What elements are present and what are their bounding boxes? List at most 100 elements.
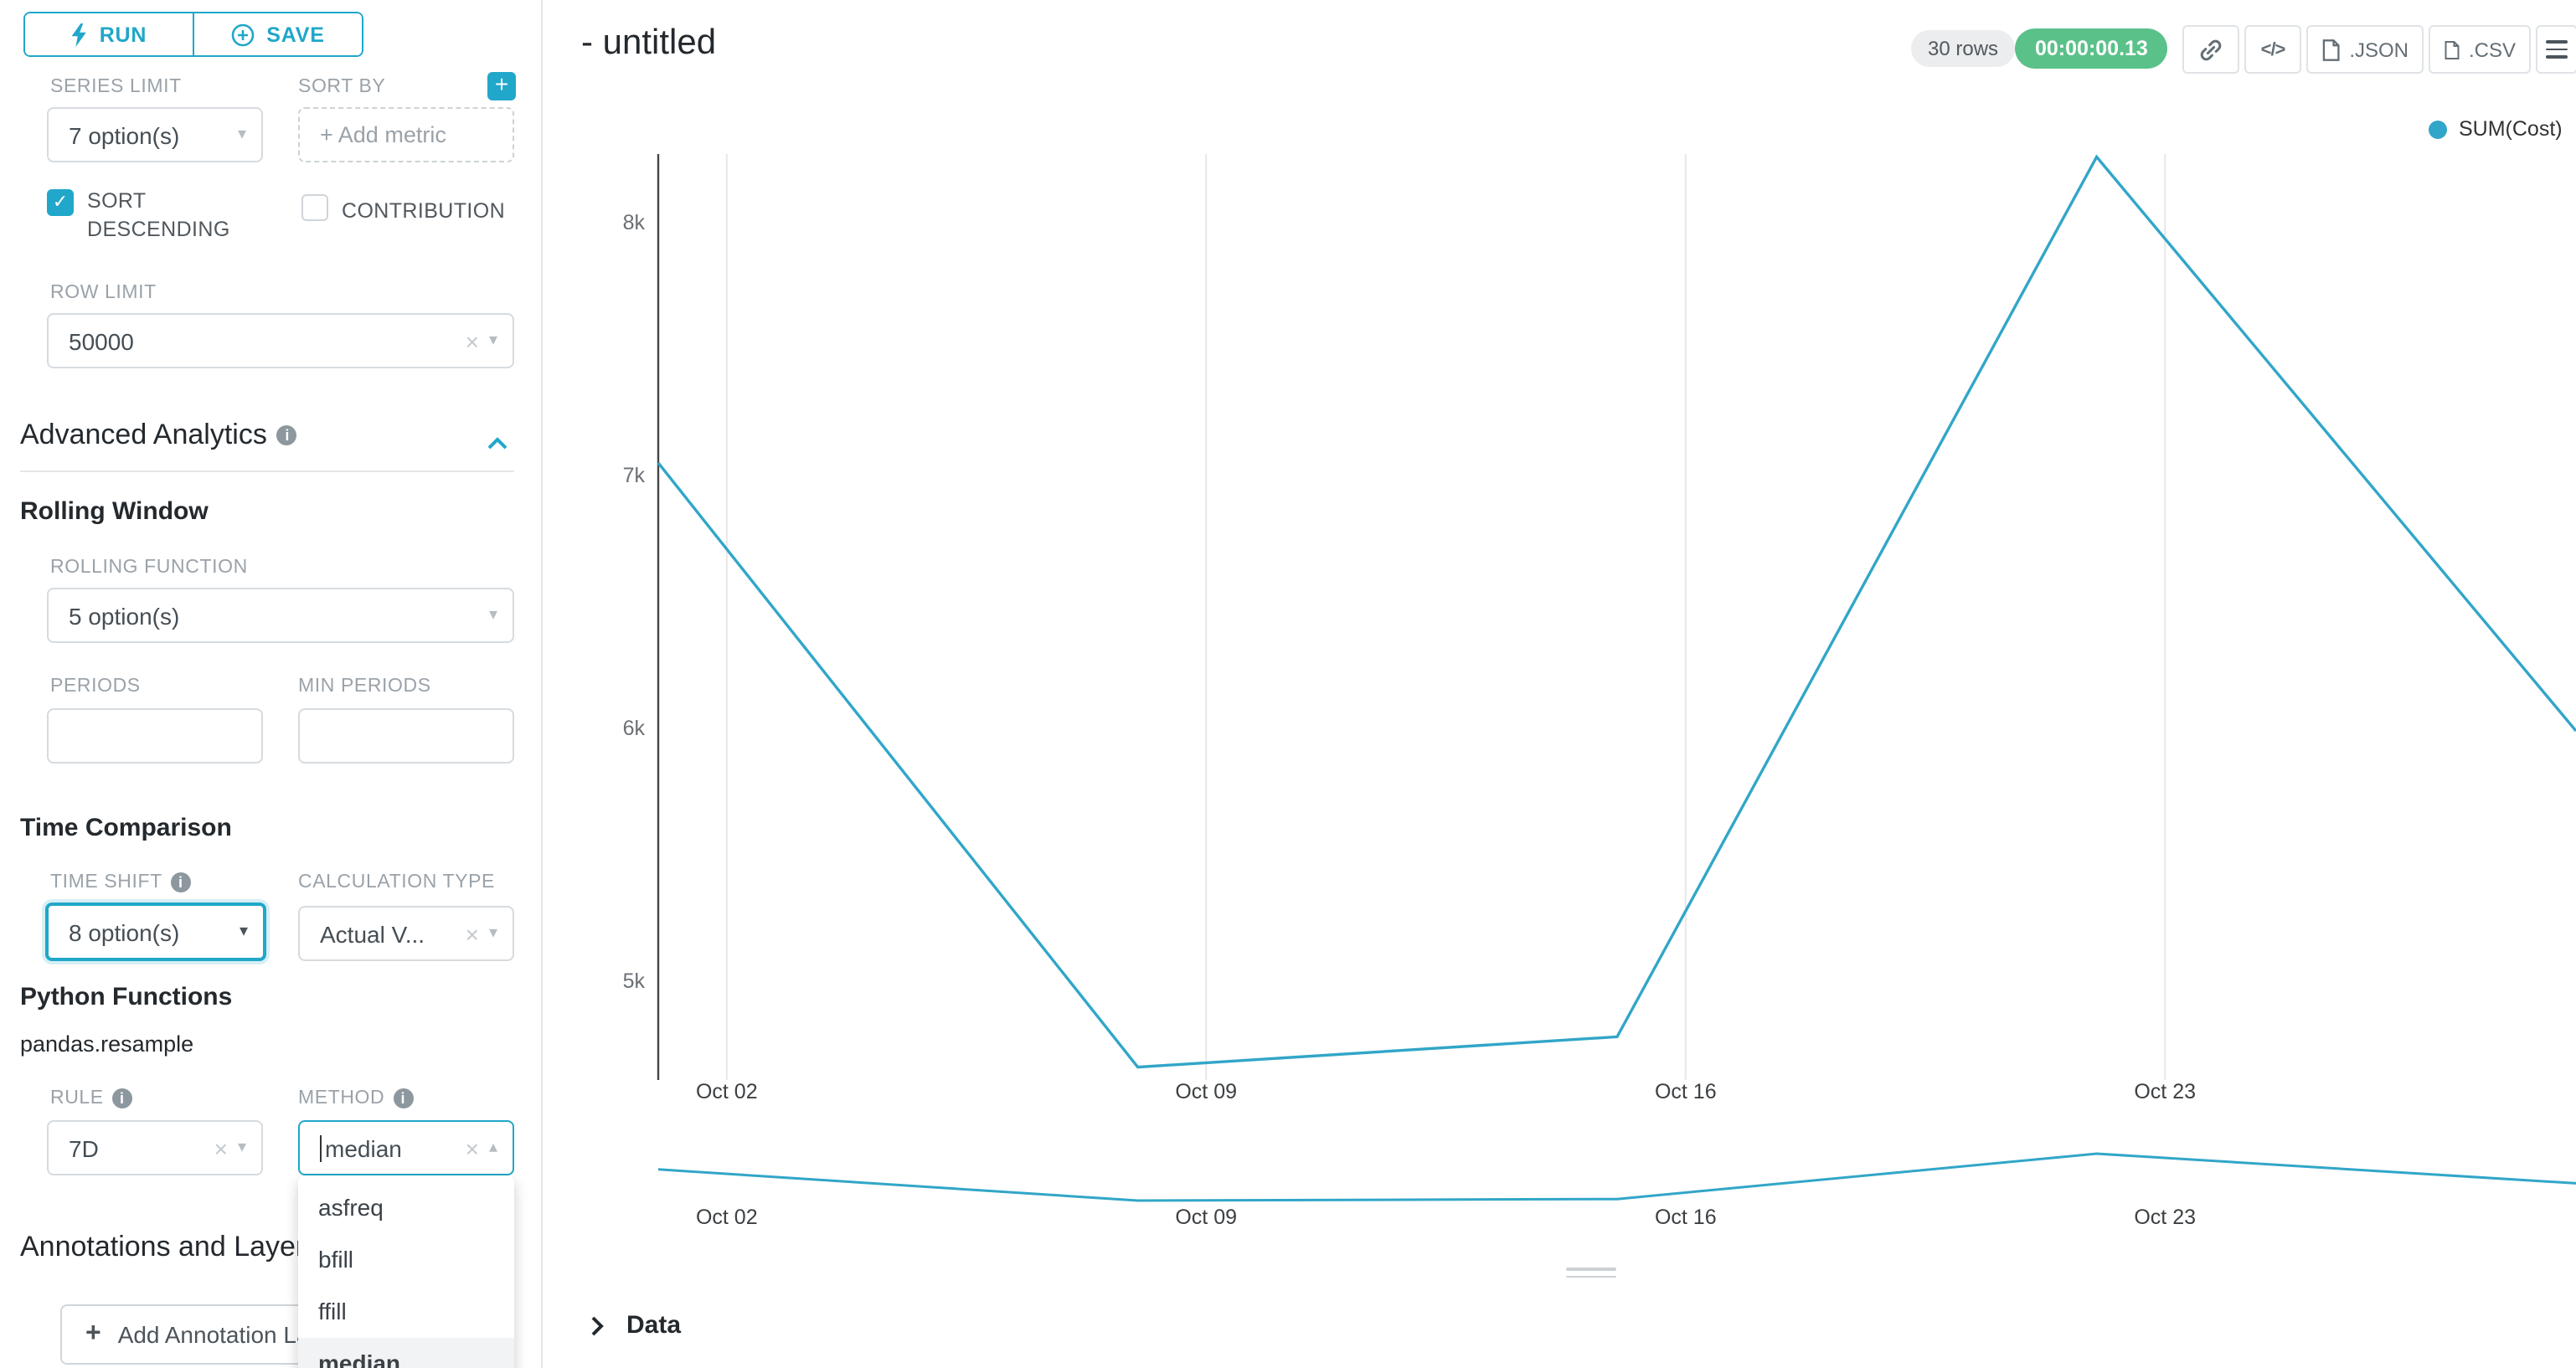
rule-label: RULE: [50, 1088, 132, 1108]
clear-icon[interactable]: [466, 920, 479, 947]
copy-link-button[interactable]: [2182, 25, 2239, 74]
dropdown-option-ffill[interactable]: ffill: [318, 1298, 347, 1324]
sort-by-placeholder: + Add metric: [320, 122, 446, 147]
series-limit-value: 7 option(s): [69, 121, 180, 148]
method-value: median: [325, 1134, 402, 1161]
time-shift-label: TIME SHIFT: [50, 872, 191, 892]
chevron-up-icon: [487, 437, 507, 450]
rolling-function-select[interactable]: 5 option(s): [47, 588, 514, 643]
clear-icon[interactable]: [466, 1134, 479, 1161]
chevron-right-icon: [591, 1315, 604, 1335]
min-periods-label: MIN PERIODS: [298, 676, 431, 697]
row-limit-value: 50000: [69, 327, 134, 354]
method-label: METHOD: [298, 1088, 414, 1108]
calculation-type-select[interactable]: Actual V...: [298, 906, 514, 961]
legend-item[interactable]: SUM(Cost): [2429, 117, 2563, 141]
menu-icon: [2546, 40, 2568, 59]
rule-value: 7D: [69, 1134, 99, 1161]
method-select[interactable]: median: [298, 1120, 514, 1175]
data-panel-toggle[interactable]: Data: [590, 1311, 681, 1340]
more-options-button[interactable]: [2536, 25, 2576, 74]
periods-input[interactable]: [47, 708, 263, 764]
svg-text:7k: 7k: [623, 464, 646, 487]
dropdown-option-median[interactable]: median: [298, 1338, 514, 1368]
python-functions-heading: Python Functions: [20, 983, 233, 1011]
svg-text:Oct 23: Oct 23: [2134, 1206, 2196, 1229]
svg-text:5k: 5k: [623, 969, 646, 993]
row-limit-select[interactable]: 50000: [47, 313, 514, 368]
rolling-window-heading: Rolling Window: [20, 497, 209, 526]
control-panel: RUN SAVE SERIES LIMIT SORT BY 7 option(s…: [0, 0, 543, 1368]
chevron-down-icon: [238, 1139, 246, 1157]
run-button[interactable]: RUN: [25, 13, 193, 55]
periods-label: PERIODS: [50, 676, 141, 697]
save-label: SAVE: [266, 23, 325, 46]
info-icon: [393, 1088, 414, 1108]
svg-text:Oct 16: Oct 16: [1655, 1080, 1717, 1103]
svg-text:Oct 02: Oct 02: [696, 1080, 758, 1103]
rule-select[interactable]: 7D: [47, 1120, 263, 1175]
series-limit-label: SERIES LIMIT: [50, 77, 182, 97]
dropdown-option-asfreq[interactable]: asfreq: [318, 1194, 384, 1221]
sort-by-add-metric[interactable]: + Add metric: [298, 107, 514, 162]
info-icon: [170, 872, 191, 892]
sort-descending-checkbox[interactable]: [47, 189, 74, 216]
svg-text:Oct 02: Oct 02: [696, 1206, 758, 1229]
chart-area: - untitled 30 rows 00:00:00.13 </> .JSON…: [543, 0, 2576, 1368]
query-timer-badge: 00:00:00.13: [2015, 28, 2168, 69]
chevron-down-icon: [489, 606, 497, 625]
chevron-down-icon: [489, 924, 497, 943]
text-cursor: [320, 1134, 322, 1161]
collapse-section-button[interactable]: [486, 430, 509, 460]
row-limit-label: ROW LIMIT: [50, 283, 157, 303]
row-count-badge: 30 rows: [1911, 30, 2016, 67]
export-json-button[interactable]: .JSON: [2306, 25, 2424, 74]
section-divider: [20, 471, 514, 472]
bolt-icon: [72, 23, 87, 46]
rule-label-text: RULE: [50, 1088, 104, 1108]
series-limit-select[interactable]: 7 option(s): [47, 107, 263, 162]
chevron-down-icon: [240, 923, 248, 941]
calculation-type-label: CALCULATION TYPE: [298, 872, 495, 892]
chevron-down-icon: [238, 126, 246, 144]
advanced-analytics-title: Advanced Analytics: [20, 419, 267, 450]
plus-icon: [85, 1319, 101, 1350]
calculation-type-value: Actual V...: [320, 920, 425, 947]
run-save-group: RUN SAVE: [23, 12, 363, 57]
method-label-text: METHOD: [298, 1088, 385, 1108]
contribution-label: CONTRIBUTION: [342, 199, 506, 223]
info-icon: [111, 1088, 132, 1108]
export-csv-button[interactable]: .CSV: [2429, 25, 2531, 74]
svg-text:Oct 09: Oct 09: [1175, 1080, 1237, 1103]
data-panel-label: Data: [626, 1311, 682, 1340]
svg-text:Oct 09: Oct 09: [1175, 1206, 1237, 1229]
add-metric-plus-icon[interactable]: [487, 72, 516, 100]
save-plus-icon: [231, 23, 255, 46]
clear-icon[interactable]: [466, 327, 479, 354]
info-icon: [276, 425, 297, 445]
panel-resize-handle[interactable]: [1566, 1268, 1616, 1283]
contribution-checkbox[interactable]: [301, 194, 328, 221]
time-shift-label-text: TIME SHIFT: [50, 872, 162, 892]
save-button[interactable]: SAVE: [193, 13, 362, 55]
rolling-function-label: ROLLING FUNCTION: [50, 558, 248, 578]
time-shift-value: 8 option(s): [69, 918, 180, 945]
clear-icon[interactable]: [214, 1134, 228, 1161]
code-icon: </>: [2260, 39, 2286, 59]
svg-text:Oct 23: Oct 23: [2134, 1080, 2196, 1103]
chevron-down-icon: [489, 332, 497, 350]
dropdown-option-bfill[interactable]: bfill: [318, 1246, 354, 1273]
annotations-heading: Annotations and Layers: [20, 1231, 320, 1263]
sort-descending-label: SORT DESCENDING: [87, 189, 230, 241]
min-periods-input[interactable]: [298, 708, 514, 764]
embed-code-button[interactable]: </>: [2244, 25, 2301, 74]
csv-label: .CSV: [2468, 38, 2516, 61]
run-label: RUN: [99, 23, 147, 46]
file-icon: [2322, 39, 2340, 60]
svg-text:Oct 16: Oct 16: [1655, 1206, 1717, 1229]
advanced-analytics-heading: Advanced Analytics: [20, 419, 297, 452]
time-shift-select[interactable]: 8 option(s): [45, 903, 266, 961]
export-toolbar: </> .JSON .CSV: [2182, 25, 2576, 74]
svg-text:8k: 8k: [623, 211, 646, 234]
